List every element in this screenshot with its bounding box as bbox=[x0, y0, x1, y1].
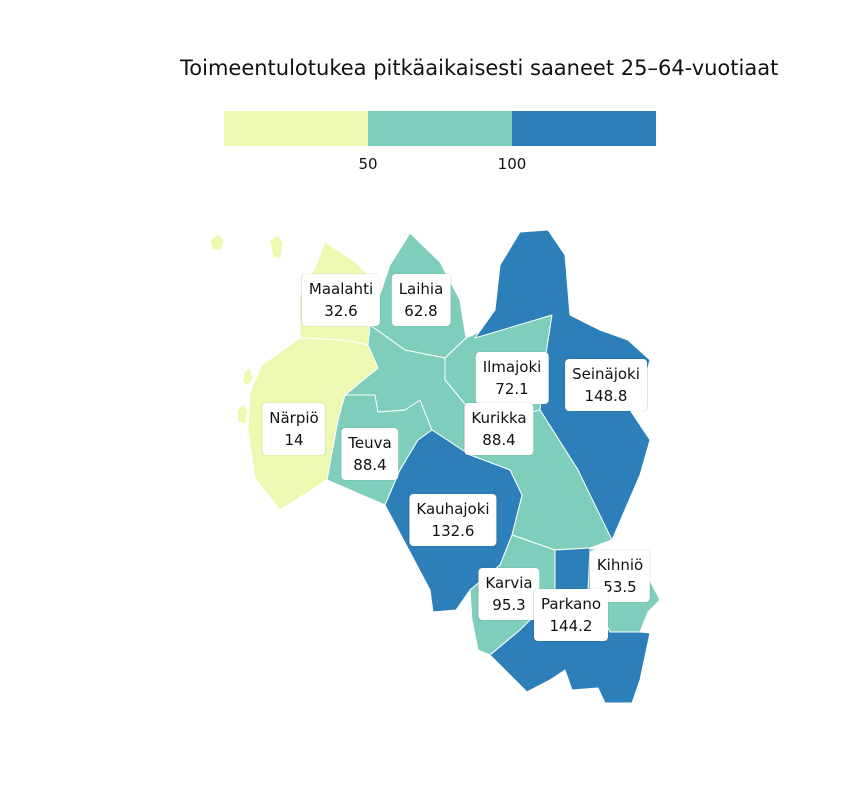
municipality-value: 53.5 bbox=[603, 578, 637, 596]
municipality-name: Närpiö bbox=[269, 409, 319, 427]
legend-break-label: 50 bbox=[358, 155, 378, 173]
municipality-value: 132.6 bbox=[431, 522, 475, 540]
municipality-label: Närpiö 14 bbox=[262, 403, 326, 455]
municipality-name: Parkano bbox=[540, 595, 602, 613]
municipality-label: Kurikka 88.4 bbox=[464, 403, 534, 455]
municipality-name: Ilmajoki bbox=[482, 358, 542, 376]
municipality-label: Seinäjoki 148.8 bbox=[565, 359, 647, 411]
municipality-value: 72.1 bbox=[495, 380, 529, 398]
municipality-value: 148.8 bbox=[584, 387, 628, 405]
municipality-name: Maalahti bbox=[308, 280, 374, 298]
municipality-value: 95.3 bbox=[492, 596, 526, 614]
island bbox=[236, 403, 249, 425]
island bbox=[242, 367, 254, 387]
municipality-name: Kauhajoki bbox=[416, 500, 490, 518]
municipality-name: Teuva bbox=[348, 434, 392, 452]
municipality-value: 14 bbox=[284, 431, 304, 449]
legend-band-mid bbox=[368, 111, 512, 146]
municipality-value: 62.8 bbox=[404, 302, 438, 320]
legend-band-low bbox=[224, 111, 368, 146]
legend-band-high bbox=[512, 111, 656, 146]
municipality-name: Kurikka bbox=[471, 409, 527, 427]
municipality-label: Kihniö 53.5 bbox=[589, 550, 651, 602]
color-legend bbox=[224, 111, 656, 146]
municipality-value: 88.4 bbox=[482, 431, 516, 449]
municipality-label: Kauhajoki 132.6 bbox=[409, 494, 497, 546]
municipality-name: Karvia bbox=[485, 574, 533, 592]
municipality-label: Teuva 88.4 bbox=[341, 428, 399, 480]
municipality-label: Laihia 62.8 bbox=[391, 274, 451, 326]
municipality-label: Karvia 95.3 bbox=[478, 568, 540, 620]
legend-break-label: 100 bbox=[497, 155, 527, 173]
region-seinajoki bbox=[474, 229, 651, 541]
municipality-name: Kihniö bbox=[596, 556, 644, 574]
municipality-label: Maalahti 32.6 bbox=[301, 274, 381, 326]
municipality-label: Parkano 144.2 bbox=[533, 589, 609, 641]
island bbox=[209, 233, 225, 251]
municipality-value: 144.2 bbox=[549, 617, 593, 635]
municipality-name: Laihia bbox=[398, 280, 444, 298]
municipality-label: Ilmajoki 72.1 bbox=[475, 352, 549, 404]
municipality-name: Seinäjoki bbox=[572, 365, 640, 383]
municipality-value: 32.6 bbox=[324, 302, 358, 320]
island bbox=[269, 234, 284, 259]
municipality-value: 88.4 bbox=[353, 456, 387, 474]
map-title: Toimeentulotukea pitkäaikaisesti saaneet… bbox=[180, 56, 779, 80]
